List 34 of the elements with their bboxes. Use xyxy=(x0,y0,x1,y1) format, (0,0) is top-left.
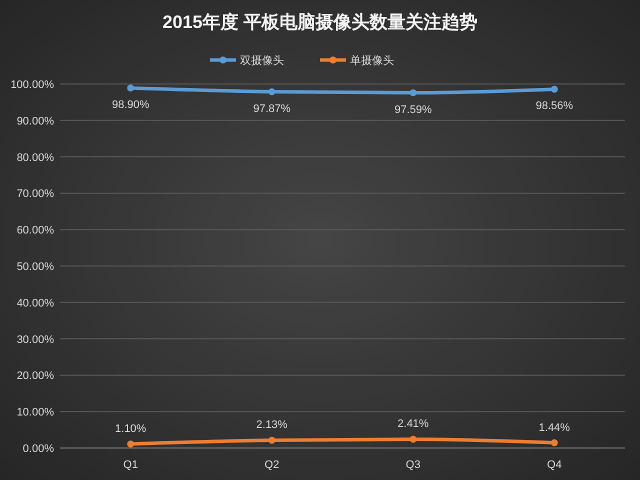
point xyxy=(410,89,417,96)
chart-title: 2015年度 平板电脑摄像头数量关注趋势 xyxy=(162,12,478,32)
point xyxy=(550,439,558,446)
data-label: 98.56% xyxy=(536,100,574,112)
data-label: 2.41% xyxy=(398,418,429,430)
x-tick-label: Q2 xyxy=(264,459,280,471)
y-tick-label: 10.00% xyxy=(16,406,54,419)
y-tick-label: 80.00% xyxy=(16,152,54,164)
point xyxy=(550,86,558,93)
data-label: 2.13% xyxy=(256,419,288,432)
x-tick-label: Q1 xyxy=(123,459,138,471)
y-tick-label: 100.00% xyxy=(10,79,54,91)
point xyxy=(268,88,276,96)
y-tick-label: 70.00% xyxy=(16,188,54,200)
point xyxy=(268,436,276,444)
data-label: 1.10% xyxy=(115,422,146,435)
point xyxy=(127,440,134,448)
y-tick-label: 50.00% xyxy=(16,261,54,273)
y-tick-label: 90.00% xyxy=(16,115,54,128)
y-tick-label: 40.00% xyxy=(16,297,54,310)
x-tick-label: Q3 xyxy=(406,459,420,471)
legend-label: 单摄像头 xyxy=(350,54,394,67)
point xyxy=(410,436,417,443)
data-label: 97.59% xyxy=(394,104,432,116)
legend-label: 双摄像头 xyxy=(240,54,284,67)
data-label: 98.90% xyxy=(112,99,150,112)
point xyxy=(127,84,134,92)
y-tick-label: 0.00% xyxy=(22,443,54,455)
y-tick-label: 60.00% xyxy=(16,224,54,237)
x-tick-label: Q4 xyxy=(547,459,562,471)
data-label: 97.87% xyxy=(253,102,291,115)
y-tick-label: 30.00% xyxy=(16,334,54,346)
y-tick-label: 20.00% xyxy=(16,370,54,382)
data-label: 1.44% xyxy=(538,422,570,434)
